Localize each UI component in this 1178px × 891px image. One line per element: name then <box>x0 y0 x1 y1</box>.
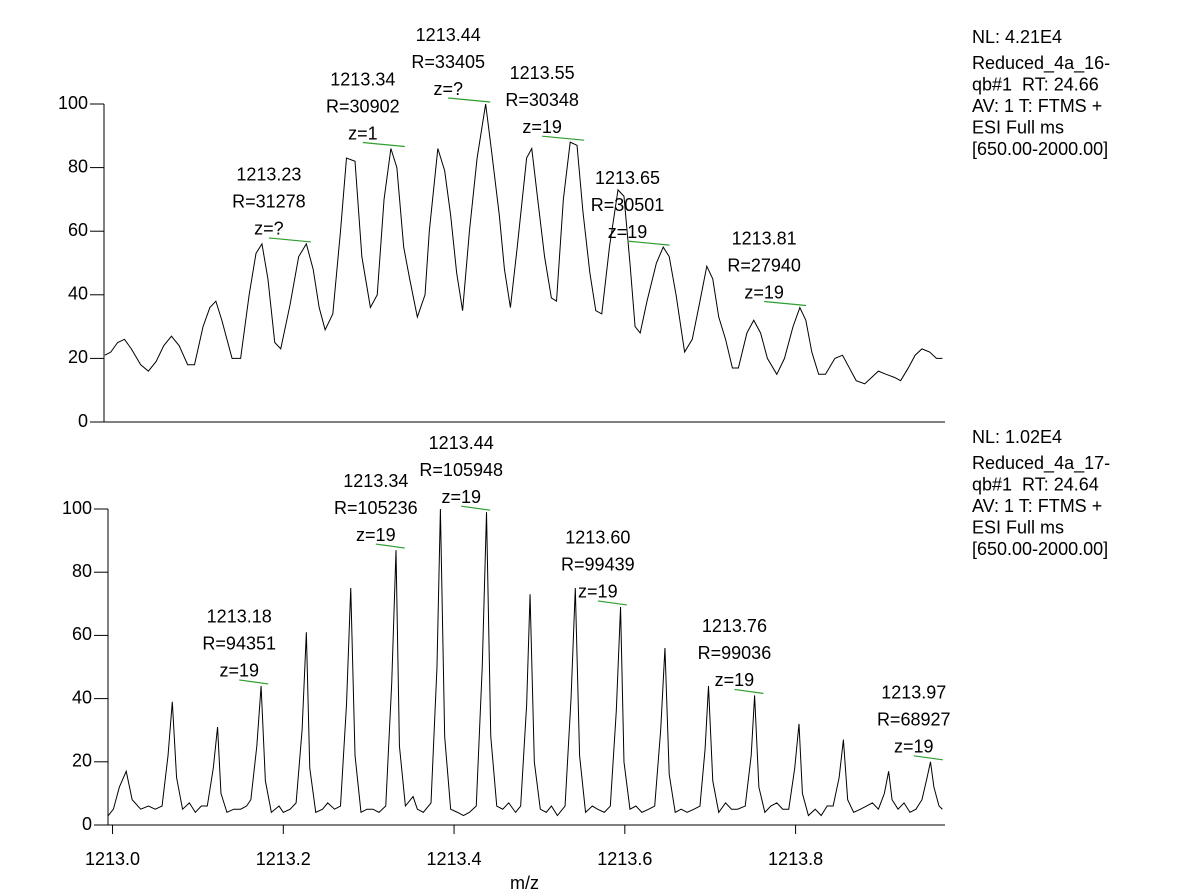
peak-resolution: R=99439 <box>561 555 635 575</box>
peak-resolution: R=30501 <box>591 195 665 215</box>
scan-info: Reduced_4a_16- <box>972 53 1110 74</box>
peak-flag <box>362 141 405 148</box>
peak-flag <box>764 300 807 307</box>
peak-charge: z=19 <box>219 661 259 681</box>
peak-resolution: R=27940 <box>727 255 801 275</box>
peak-mass: 1213.44 <box>416 25 481 45</box>
peak-flag <box>448 97 491 103</box>
peak-mass: 1213.55 <box>510 63 575 83</box>
peak-resolution: R=99036 <box>698 643 772 663</box>
scan-info: Reduced_4a_17- <box>972 453 1110 474</box>
y-tick-label: 40 <box>72 687 92 707</box>
peak-charge: z=19 <box>715 670 755 690</box>
peak-flag <box>597 600 627 606</box>
y-tick-label: 80 <box>68 156 88 176</box>
peak-flag <box>913 755 943 761</box>
peak-resolution: R=105948 <box>419 460 503 480</box>
x-tick-label: 1213.0 <box>85 849 140 869</box>
peak-mass: 1213.76 <box>702 616 767 636</box>
x-axis-label: m/z <box>510 873 539 891</box>
y-tick-label: 60 <box>68 220 88 240</box>
peak-mass: 1213.34 <box>343 471 408 491</box>
peak-resolution: R=30348 <box>505 90 579 110</box>
peak-resolution: R=68927 <box>877 710 951 730</box>
peak-charge: z=19 <box>441 487 481 507</box>
peak-mass: 1213.44 <box>429 433 494 453</box>
peak-resolution: R=30902 <box>326 96 400 116</box>
peak-charge: z=19 <box>744 282 784 302</box>
peak-charge: z=19 <box>522 117 562 137</box>
scan-info: AV: 1 T: FTMS + <box>972 496 1102 516</box>
peak-charge: z=19 <box>356 525 396 545</box>
peak-mass: 1213.60 <box>565 528 630 548</box>
peak-resolution: R=105236 <box>334 498 418 518</box>
peak-charge: z=? <box>254 219 284 239</box>
y-tick-label: 20 <box>68 347 88 367</box>
x-tick-label: 1213.2 <box>256 849 311 869</box>
peak-flag <box>461 505 491 511</box>
y-tick-label: 80 <box>72 561 92 581</box>
peak-flag <box>268 237 311 243</box>
peak-charge: z=19 <box>608 222 648 242</box>
y-tick-label: 100 <box>62 498 92 518</box>
scan-info: [650.00-2000.00] <box>972 139 1108 159</box>
y-tick-label: 100 <box>58 93 88 113</box>
peak-resolution: R=31278 <box>232 192 306 212</box>
peak-charge: z=19 <box>578 582 618 602</box>
scan-info: AV: 1 T: FTMS + <box>972 96 1102 116</box>
peak-flag <box>239 679 269 685</box>
peak-resolution: R=94351 <box>202 634 276 654</box>
peak-mass: 1213.34 <box>330 69 395 89</box>
peak-flag <box>542 135 585 141</box>
y-tick-label: 40 <box>68 284 88 304</box>
peak-mass: 1213.65 <box>595 168 660 188</box>
peak-mass: 1213.18 <box>207 607 272 627</box>
peak-mass: 1213.23 <box>236 165 301 185</box>
x-tick-label: 1213.8 <box>768 849 823 869</box>
peak-resolution: R=33405 <box>411 52 485 72</box>
peak-charge: z=19 <box>894 737 934 757</box>
spectrum-line <box>104 103 943 385</box>
peak-flag <box>627 240 670 246</box>
y-tick-label: 60 <box>72 624 92 644</box>
scan-info: ESI Full ms <box>972 117 1064 137</box>
y-tick-label: 20 <box>72 751 92 771</box>
x-tick-label: 1213.6 <box>597 849 652 869</box>
spectrum-line <box>107 508 943 817</box>
y-tick-label: 0 <box>78 411 88 431</box>
scan-info: qb#1 RT: 24.66 <box>972 74 1099 94</box>
peak-charge: z=? <box>433 79 463 99</box>
scan-info: [650.00-2000.00] <box>972 539 1108 559</box>
scan-info: NL: 4.21E4 <box>972 27 1062 47</box>
peak-mass: 1213.81 <box>732 228 797 248</box>
scan-info: NL: 1.02E4 <box>972 427 1062 447</box>
scan-info: ESI Full ms <box>972 517 1064 537</box>
y-tick-label: 0 <box>82 814 92 834</box>
peak-mass: 1213.97 <box>881 683 946 703</box>
scan-info: qb#1 RT: 24.64 <box>972 474 1099 494</box>
x-tick-label: 1213.4 <box>427 849 482 869</box>
peak-flag <box>375 543 405 549</box>
peak-flag <box>734 688 764 695</box>
peak-charge: z=1 <box>348 123 378 143</box>
